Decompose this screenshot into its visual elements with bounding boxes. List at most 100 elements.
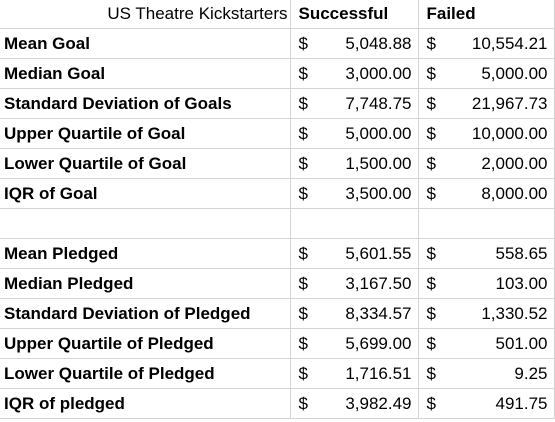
failed-value-cell[interactable]: $1,330.52 xyxy=(418,298,555,329)
currency-symbol: $ xyxy=(426,364,436,383)
failed-value: 491.75 xyxy=(495,394,548,413)
row-label-cell[interactable]: Upper Quartile of Pledged xyxy=(0,328,291,359)
row-label-cell[interactable]: Upper Quartile of Goal xyxy=(0,118,291,149)
table-row: Lower Quartile of Goal $1,500.00 $2,000.… xyxy=(0,148,555,179)
failed-value-cell[interactable]: $103.00 xyxy=(418,268,555,299)
table-title-cell[interactable]: US Theatre Kickstarters xyxy=(0,0,291,29)
row-label-cell[interactable]: Standard Deviation of Pledged xyxy=(0,298,291,329)
failed-header-cell[interactable]: Failed xyxy=(418,0,555,29)
failed-value-cell[interactable]: $9.25 xyxy=(418,358,555,389)
row-label-cell[interactable]: Standard Deviation of Goals xyxy=(0,88,291,119)
successful-value-cell[interactable]: $3,500.00 xyxy=(290,178,419,209)
table-row: Median Goal $3,000.00 $5,000.00 xyxy=(0,58,555,89)
row-label-cell[interactable]: Lower Quartile of Pledged xyxy=(0,358,291,389)
failed-value-cell[interactable]: $2,000.00 xyxy=(418,148,555,179)
currency-symbol: $ xyxy=(426,334,436,353)
successful-value-cell[interactable]: $5,000.00 xyxy=(290,118,419,149)
table-row: Upper Quartile of Pledged $5,699.00 $501… xyxy=(0,328,555,359)
failed-value: 1,330.52 xyxy=(481,304,548,323)
row-label-cell[interactable]: Mean Pledged xyxy=(0,238,291,269)
currency-symbol: $ xyxy=(298,34,308,53)
currency-symbol: $ xyxy=(426,394,436,413)
table-row: Mean Goal $5,048.88 $10,554.21 xyxy=(0,28,555,59)
currency-symbol: $ xyxy=(426,64,436,83)
failed-value: 10,554.21 xyxy=(471,34,548,53)
row-label-cell[interactable]: Mean Goal xyxy=(0,28,291,59)
successful-value: 3,000.00 xyxy=(345,64,412,83)
row-label-cell[interactable]: IQR of Goal xyxy=(0,178,291,209)
failed-value: 21,967.73 xyxy=(471,94,548,113)
table-row: Upper Quartile of Goal $5,000.00 $10,000… xyxy=(0,118,555,149)
successful-value-cell[interactable]: $3,982.49 xyxy=(290,388,419,419)
successful-value: 8,334.57 xyxy=(345,304,412,323)
successful-value: 3,167.50 xyxy=(345,274,412,293)
currency-symbol: $ xyxy=(426,304,436,323)
failed-value: 9.25 xyxy=(514,364,548,383)
successful-value-cell[interactable]: $5,601.55 xyxy=(290,238,419,269)
successful-value: 5,601.55 xyxy=(345,244,412,263)
failed-value-cell[interactable]: $491.75 xyxy=(418,388,555,419)
failed-value: 558.65 xyxy=(495,244,548,263)
successful-header-cell[interactable]: Successful xyxy=(290,0,419,29)
table-row: Mean Pledged $5,601.55 $558.65 xyxy=(0,238,555,269)
table-row: Standard Deviation of Pledged $8,334.57 … xyxy=(0,298,555,329)
successful-value-cell[interactable]: $5,699.00 xyxy=(290,328,419,359)
currency-symbol: $ xyxy=(298,274,308,293)
row-label-cell[interactable]: Lower Quartile of Goal xyxy=(0,148,291,179)
table-row: Median Pledged $3,167.50 $103.00 xyxy=(0,268,555,299)
currency-symbol: $ xyxy=(298,364,308,383)
empty-row xyxy=(0,208,555,239)
table-row: Standard Deviation of Goals $7,748.75 $2… xyxy=(0,88,555,119)
row-label-cell[interactable]: Median Goal xyxy=(0,58,291,89)
failed-value: 2,000.00 xyxy=(481,154,548,173)
failed-value-cell[interactable]: $10,000.00 xyxy=(418,118,555,149)
currency-symbol: $ xyxy=(298,154,308,173)
currency-symbol: $ xyxy=(298,334,308,353)
successful-value: 5,699.00 xyxy=(345,334,412,353)
failed-value-cell[interactable]: $558.65 xyxy=(418,238,555,269)
table-row: IQR of pledged $3,982.49 $491.75 xyxy=(0,388,555,419)
currency-symbol: $ xyxy=(298,394,308,413)
currency-symbol: $ xyxy=(298,184,308,203)
successful-value: 1,716.51 xyxy=(345,364,412,383)
empty-cell[interactable] xyxy=(0,208,291,239)
empty-cell[interactable] xyxy=(290,208,419,239)
currency-symbol: $ xyxy=(426,94,436,113)
failed-value-cell[interactable]: $21,967.73 xyxy=(418,88,555,119)
successful-value: 5,000.00 xyxy=(345,124,412,143)
table-row: IQR of Goal $3,500.00 $8,000.00 xyxy=(0,178,555,209)
successful-value-cell[interactable]: $1,716.51 xyxy=(290,358,419,389)
failed-value: 103.00 xyxy=(495,274,548,293)
failed-value-cell[interactable]: $501.00 xyxy=(418,328,555,359)
currency-symbol: $ xyxy=(426,184,436,203)
currency-symbol: $ xyxy=(298,64,308,83)
successful-value-cell[interactable]: $8,334.57 xyxy=(290,298,419,329)
header-row: US Theatre Kickstarters Successful Faile… xyxy=(0,0,555,29)
failed-value-cell[interactable]: $8,000.00 xyxy=(418,178,555,209)
empty-cell[interactable] xyxy=(418,208,555,239)
successful-value-cell[interactable]: $1,500.00 xyxy=(290,148,419,179)
failed-value-cell[interactable]: $10,554.21 xyxy=(418,28,555,59)
row-label-cell[interactable]: IQR of pledged xyxy=(0,388,291,419)
currency-symbol: $ xyxy=(298,94,308,113)
successful-value-cell[interactable]: $3,167.50 xyxy=(290,268,419,299)
successful-value: 5,048.88 xyxy=(345,34,412,53)
failed-value: 10,000.00 xyxy=(471,124,548,143)
successful-value: 1,500.00 xyxy=(345,154,412,173)
failed-value-cell[interactable]: $5,000.00 xyxy=(418,58,555,89)
successful-value-cell[interactable]: $5,048.88 xyxy=(290,28,419,59)
currency-symbol: $ xyxy=(426,124,436,143)
successful-value-cell[interactable]: $3,000.00 xyxy=(290,58,419,89)
successful-value-cell[interactable]: $7,748.75 xyxy=(290,88,419,119)
currency-symbol: $ xyxy=(426,244,436,263)
failed-value: 5,000.00 xyxy=(481,64,548,83)
successful-value: 3,982.49 xyxy=(345,394,412,413)
row-label-cell[interactable]: Median Pledged xyxy=(0,268,291,299)
currency-symbol: $ xyxy=(426,274,436,293)
currency-symbol: $ xyxy=(298,124,308,143)
currency-symbol: $ xyxy=(426,34,436,53)
successful-value: 3,500.00 xyxy=(345,184,412,203)
table-row: Lower Quartile of Pledged $1,716.51 $9.2… xyxy=(0,358,555,389)
currency-symbol: $ xyxy=(298,244,308,263)
